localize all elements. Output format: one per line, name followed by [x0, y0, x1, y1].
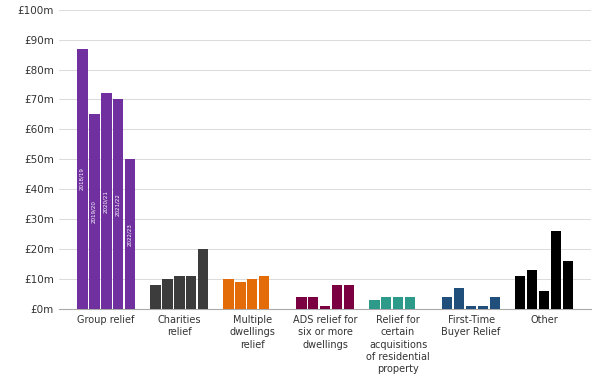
- Bar: [332, 285, 343, 309]
- Bar: [442, 297, 453, 309]
- Bar: [405, 297, 416, 309]
- Bar: [259, 276, 269, 309]
- Bar: [538, 291, 549, 309]
- Bar: [77, 49, 88, 309]
- Bar: [186, 276, 196, 309]
- Bar: [393, 297, 404, 309]
- Bar: [381, 297, 392, 309]
- Bar: [296, 297, 306, 309]
- Bar: [101, 93, 112, 309]
- Bar: [307, 297, 318, 309]
- Bar: [369, 300, 380, 309]
- Bar: [490, 297, 500, 309]
- Bar: [223, 279, 233, 309]
- Text: 2022/23: 2022/23: [128, 223, 133, 246]
- Bar: [174, 276, 184, 309]
- Bar: [344, 285, 355, 309]
- Text: 2019/20: 2019/20: [91, 200, 97, 223]
- Bar: [235, 282, 245, 309]
- Bar: [320, 306, 331, 309]
- Bar: [550, 231, 561, 309]
- Text: 2020/21: 2020/21: [104, 190, 109, 213]
- Text: 2021/22: 2021/22: [116, 193, 121, 216]
- Bar: [113, 100, 124, 309]
- Bar: [515, 276, 525, 309]
- Bar: [247, 279, 257, 309]
- Bar: [125, 160, 136, 309]
- Bar: [478, 306, 488, 309]
- Bar: [89, 114, 100, 309]
- Bar: [527, 270, 537, 309]
- Bar: [162, 279, 173, 309]
- Bar: [150, 285, 161, 309]
- Bar: [466, 306, 476, 309]
- Text: 2018/19: 2018/19: [79, 168, 85, 190]
- Bar: [198, 249, 208, 309]
- Bar: [562, 261, 573, 309]
- Bar: [454, 288, 464, 309]
